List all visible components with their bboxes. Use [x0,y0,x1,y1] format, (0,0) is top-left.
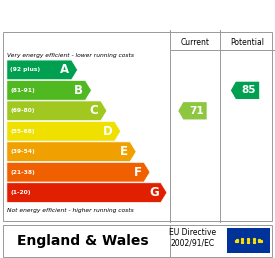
Polygon shape [7,162,150,182]
Polygon shape [178,102,207,119]
Text: Potential: Potential [230,38,265,47]
Text: C: C [90,104,99,117]
Text: (69-80): (69-80) [10,108,35,113]
Text: (55-68): (55-68) [10,129,35,134]
Text: EU Directive
2002/91/EC: EU Directive 2002/91/EC [169,228,216,247]
Text: Current: Current [180,38,210,47]
Text: 85: 85 [242,85,256,95]
Text: 71: 71 [189,106,204,116]
Polygon shape [7,101,107,121]
Polygon shape [7,60,78,80]
Text: B: B [74,84,83,97]
Text: Very energy efficient - lower running costs: Very energy efficient - lower running co… [7,53,134,58]
Polygon shape [7,183,167,203]
Text: D: D [103,125,112,138]
Text: G: G [149,186,159,199]
Text: E: E [120,145,128,158]
Text: Not energy efficient - higher running costs: Not energy efficient - higher running co… [7,207,134,213]
Text: (39-54): (39-54) [10,149,35,154]
Text: England & Wales: England & Wales [17,233,148,248]
Polygon shape [7,80,92,100]
Polygon shape [7,122,121,141]
Text: (21-38): (21-38) [10,170,35,175]
Polygon shape [231,82,259,99]
Text: (1-20): (1-20) [10,190,31,195]
Text: A: A [60,63,69,76]
Text: F: F [134,166,142,179]
Text: (81-91): (81-91) [10,88,35,93]
Text: (92 plus): (92 plus) [10,67,40,72]
Text: Energy Efficiency Rating: Energy Efficiency Rating [8,8,192,21]
Polygon shape [7,142,136,162]
Bar [227,228,270,253]
